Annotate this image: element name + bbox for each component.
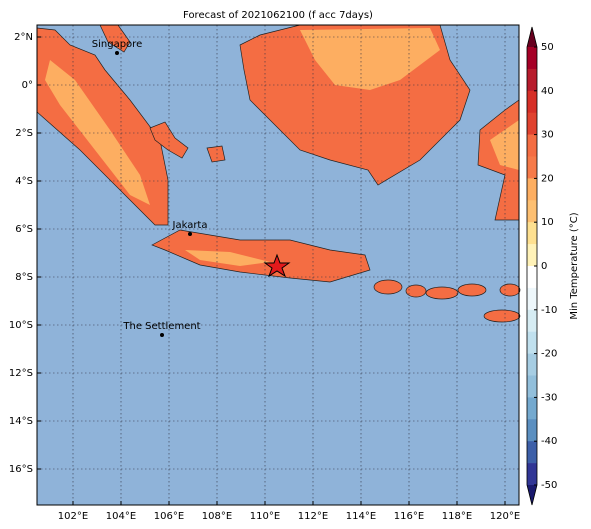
colorbar-band xyxy=(527,90,537,113)
colorbar-tick-label: 50 xyxy=(541,42,554,53)
map-frame xyxy=(36,24,520,506)
colorbar-tick-label: -40 xyxy=(541,436,557,447)
x-tick-label: 102°E xyxy=(58,511,88,522)
colorbar-band xyxy=(527,156,537,179)
colorbar-tick-label: 30 xyxy=(541,130,554,141)
graticule xyxy=(37,25,519,505)
place-marker xyxy=(160,333,164,337)
place-label: Singapore xyxy=(92,39,142,50)
colorbar-band xyxy=(527,112,537,135)
bangka xyxy=(149,121,189,159)
y-tick-label: 14°S xyxy=(9,416,33,427)
x-tick-label: 108°E xyxy=(202,511,232,522)
colorbar-band xyxy=(527,200,537,223)
x-tick-label: 114°E xyxy=(346,511,376,522)
y-tick-label: 2°N xyxy=(14,32,33,43)
colorbar-band xyxy=(527,331,537,354)
y-tick-label: 16°S xyxy=(9,464,33,475)
x-tick-label: 112°E xyxy=(298,511,328,522)
title: Forecast of 2021062100 (f acc 7days) xyxy=(183,10,373,21)
y-tick-label: 2°S xyxy=(15,128,33,139)
x-tick-label: 120°E xyxy=(490,511,520,522)
colorbar-band xyxy=(527,134,537,157)
map: Singapore Jakarta The Settlement 102°E 10… xyxy=(9,24,521,522)
colorbar-over xyxy=(527,27,537,47)
belitung xyxy=(206,145,226,163)
colorbar-band xyxy=(527,266,537,289)
y-tick-label: 12°S xyxy=(9,368,33,379)
island xyxy=(373,279,403,295)
island xyxy=(483,309,521,323)
place-label: The Settlement xyxy=(122,321,200,332)
x-tick-label: 106°E xyxy=(154,511,184,522)
colorbar: 50 40 30 20 10 0 -10 -20 -30 -40 -50 xyxy=(526,26,557,506)
colorbar-band xyxy=(527,463,537,486)
place-marker xyxy=(188,232,192,236)
x-tick-label: 118°E xyxy=(442,511,472,522)
colorbar-band xyxy=(527,287,537,311)
colorbar-band xyxy=(527,375,537,398)
colorbar-label: Min Temperature (°C) xyxy=(569,212,580,319)
y-tick-label: 4°S xyxy=(15,176,33,187)
colorbar-tick-label: 40 xyxy=(541,86,554,97)
y-tick-label: 0° xyxy=(22,80,33,91)
island xyxy=(425,286,459,300)
x-tick-label: 110°E xyxy=(250,511,280,522)
warm-area xyxy=(45,60,150,205)
island xyxy=(499,283,521,297)
y-tick-label: 6°S xyxy=(15,224,33,235)
colorbar-band xyxy=(527,68,537,92)
warm-area xyxy=(185,250,270,266)
colorbar-tick-label: -20 xyxy=(541,349,557,360)
colorbar-tick-label: -50 xyxy=(541,480,557,491)
x-tick-label: 104°E xyxy=(106,511,136,522)
colorbar-band xyxy=(527,441,537,464)
colorbar-band xyxy=(527,309,537,332)
place-marker xyxy=(115,51,119,55)
warm-area xyxy=(490,120,519,170)
colorbar-tick-label: 20 xyxy=(541,173,554,184)
colorbar-tick-label: 0 xyxy=(541,261,547,272)
colorbar-band xyxy=(527,178,537,201)
island xyxy=(405,284,427,298)
colorbar-tick-label: -10 xyxy=(541,305,557,316)
colorbar-band xyxy=(527,47,537,70)
colorbar-tick-label: -30 xyxy=(541,392,557,403)
java xyxy=(151,229,371,283)
star-marker xyxy=(263,253,291,278)
colorbar-band xyxy=(527,244,537,267)
y-tick-label: 8°S xyxy=(15,272,33,283)
colorbar-band xyxy=(527,419,537,442)
y-tick-label: 10°S xyxy=(9,320,33,331)
colorbar-band xyxy=(527,397,537,420)
colorbar-band xyxy=(527,353,537,376)
island xyxy=(457,283,487,297)
colorbar-under xyxy=(527,485,537,505)
warm-area xyxy=(300,28,440,90)
place-label: Jakarta xyxy=(172,220,208,231)
x-tick-label: 116°E xyxy=(394,511,424,522)
colorbar-tick-label: 10 xyxy=(541,217,554,228)
colorbar-band xyxy=(527,222,537,245)
